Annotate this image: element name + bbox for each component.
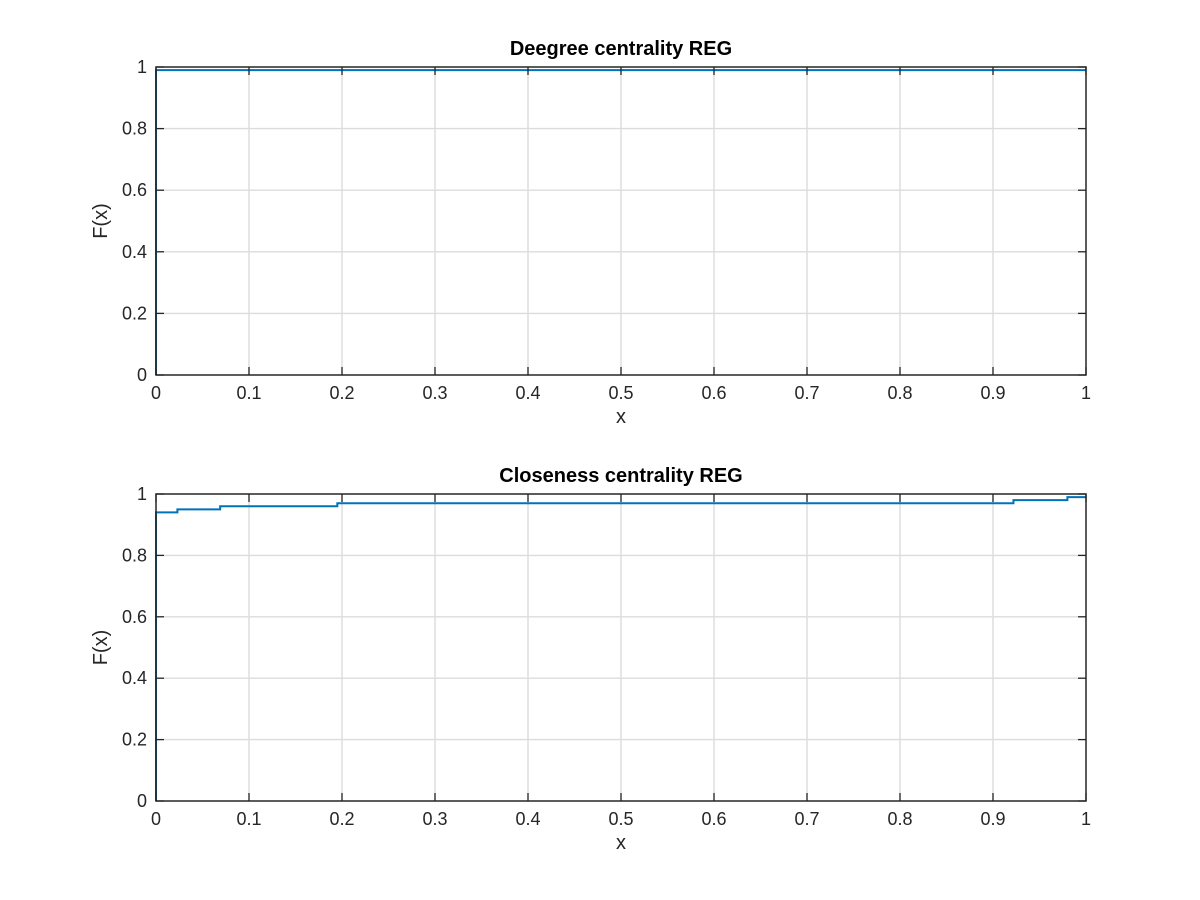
degree-chart-title: Deegree centrality REG (510, 38, 732, 60)
closeness-xtick-label-4: 0.4 (515, 809, 540, 829)
degree-xtick-label-3: 0.3 (422, 383, 447, 403)
degree-ytick-label-4: 0.8 (122, 119, 147, 139)
closeness-xtick-label-9: 0.9 (980, 809, 1005, 829)
closeness-ytick-label-3: 0.6 (122, 607, 147, 627)
subplot-closeness-centrality: 0 0.1 0.2 0.3 0.4 0.5 0.6 0.7 0.8 0.9 1 0 0.2 0.4 0.6 0… (90, 465, 1091, 854)
subplot-degree-centrality: 0 0.1 0.2 0.3 0.4 0.5 0.6 0.7 0.8 0.9 1 0 0.2 0.4 0.6 0… (90, 38, 1091, 428)
closeness-xtick-label-1: 0.1 (236, 809, 261, 829)
degree-xtick-label-0: 0 (151, 383, 161, 403)
degree-xtick-label-2: 0.2 (329, 383, 354, 403)
degree-ytick-label-0: 0 (137, 365, 147, 385)
closeness-chart-title: Closeness centrality REG (499, 465, 742, 487)
closeness-xtick-label-3: 0.3 (422, 809, 447, 829)
closeness-ytick-label-2: 0.4 (122, 668, 147, 688)
degree-ytick-label-2: 0.4 (122, 242, 147, 262)
degree-xtick-label-10: 1 (1081, 383, 1091, 403)
degree-xtick-label-7: 0.7 (794, 383, 819, 403)
closeness-xtick-label-6: 0.6 (701, 809, 726, 829)
closeness-xtick-label-2: 0.2 (329, 809, 354, 829)
degree-xtick-label-6: 0.6 (701, 383, 726, 403)
closeness-ytick-label-5: 1 (137, 484, 147, 504)
degree-xtick-label-1: 0.1 (236, 383, 261, 403)
degree-ytick-label-1: 0.2 (122, 303, 147, 323)
closeness-xtick-label-8: 0.8 (887, 809, 912, 829)
closeness-xtick-label-7: 0.7 (794, 809, 819, 829)
degree-x-axis-label: x (616, 406, 626, 428)
closeness-xtick-label-5: 0.5 (608, 809, 633, 829)
closeness-ytick-label-1: 0.2 (122, 730, 147, 750)
degree-ytick-label-5: 1 (137, 57, 147, 77)
closeness-cdf-line-0 (155, 496, 1086, 801)
degree-xtick-label-5: 0.5 (608, 383, 633, 403)
closeness-ytick-label-0: 0 (137, 791, 147, 811)
degree-ytick-label-3: 0.6 (122, 180, 147, 200)
closeness-xtick-label-0: 0 (151, 809, 161, 829)
degree-xtick-label-8: 0.8 (887, 383, 912, 403)
closeness-x-axis-label: x (616, 832, 626, 854)
degree-xtick-label-9: 0.9 (980, 383, 1005, 403)
closeness-ytick-label-4: 0.8 (122, 545, 147, 565)
closeness-xtick-label-10: 1 (1081, 809, 1091, 829)
degree-xtick-label-4: 0.4 (515, 383, 540, 403)
closeness-y-axis-label: F(x) (90, 630, 112, 666)
degree-y-axis-label: F(x) (90, 203, 112, 239)
